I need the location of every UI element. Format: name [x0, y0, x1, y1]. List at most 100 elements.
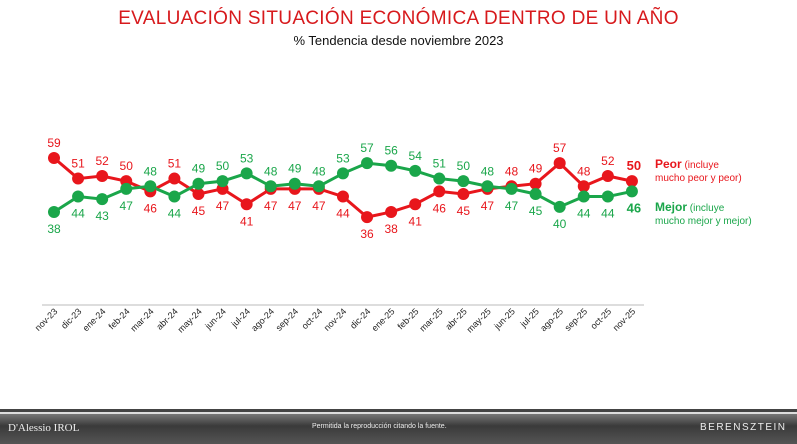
- x-tick-label: mar-24: [128, 306, 155, 333]
- data-label-peor: 47: [216, 199, 230, 213]
- data-label-mejor: 53: [336, 151, 350, 165]
- data-label-mejor: 46: [627, 200, 641, 215]
- x-tick-label: feb-25: [395, 306, 420, 331]
- data-label-peor: 57: [553, 141, 567, 155]
- data-point-peor: [96, 169, 109, 182]
- data-point-mejor: [72, 190, 85, 203]
- line-chart: nov-23 dic-23ene-24feb-24mar-24abr-24may-…: [33, 136, 644, 335]
- data-label-peor: 48: [505, 164, 519, 178]
- data-label-mejor: 50: [457, 159, 471, 173]
- data-point-mejor: [409, 164, 422, 177]
- data-label-mejor: 45: [529, 204, 543, 218]
- data-point-mejor: [192, 177, 205, 190]
- data-label-peor: 45: [192, 204, 206, 218]
- x-tick-label: ene-24: [81, 306, 108, 333]
- data-label-peor: 52: [95, 154, 109, 168]
- data-label-peor: 36: [360, 227, 374, 241]
- legend-mejor: Mejor (incluye mucho mejor y mejor): [655, 201, 752, 228]
- data-label-peor: 46: [144, 201, 158, 215]
- data-point-peor: [168, 172, 181, 185]
- chart-title: EVALUACIÓN SITUACIÓN ECONÓMICA DENTRO DE…: [118, 8, 679, 29]
- data-label-peor: 50: [627, 158, 641, 173]
- x-tick-label: nov-24: [322, 306, 349, 333]
- data-label-mejor: 49: [192, 162, 206, 176]
- data-point-mejor: [577, 190, 590, 203]
- data-point-mejor: [336, 167, 349, 180]
- data-point-peor: [361, 211, 374, 224]
- legend-peor-detail2: mucho peor y peor): [655, 173, 742, 184]
- data-point-peor: [577, 180, 590, 193]
- data-point-mejor: [144, 180, 157, 193]
- data-point-mejor: [385, 159, 398, 172]
- data-label-mejor: 44: [168, 207, 182, 221]
- data-point-mejor: [216, 175, 229, 188]
- data-point-peor: [192, 187, 205, 200]
- data-label-mejor: 48: [312, 164, 326, 178]
- legend-peor-name: Peor: [655, 157, 682, 171]
- data-point-mejor: [120, 182, 133, 195]
- data-label-peor: 49: [529, 162, 543, 176]
- data-label-mejor: 56: [384, 144, 398, 158]
- data-label-peor: 50: [120, 159, 134, 173]
- data-point-mejor: [433, 172, 446, 185]
- data-point-mejor: [312, 180, 325, 193]
- data-label-mejor: 47: [505, 199, 519, 213]
- data-label-peor: 38: [384, 222, 398, 236]
- x-tick-label: oct-24: [300, 306, 325, 331]
- data-label-mejor: 51: [433, 157, 447, 171]
- x-tick-label: nov-23: [33, 306, 60, 333]
- x-tick-label: may-25: [465, 306, 493, 334]
- legend-peor-detail: (incluye: [684, 160, 719, 171]
- data-label-mejor: 47: [120, 199, 134, 213]
- berensztein-logo: BERENSZTEIN: [700, 422, 787, 433]
- data-label-mejor: 48: [144, 164, 158, 178]
- data-point-peor: [529, 177, 542, 190]
- data-point-peor: [553, 157, 566, 170]
- data-point-mejor: [529, 187, 542, 200]
- footer-note: Permitida la reproducción citando la fue…: [312, 423, 447, 430]
- data-point-mejor: [601, 190, 614, 203]
- data-label-peor: 47: [264, 199, 278, 213]
- data-point-mejor: [625, 185, 638, 198]
- data-label-mejor: 49: [288, 162, 302, 176]
- x-tick-label: feb-24: [107, 306, 132, 331]
- data-point-mejor: [264, 180, 277, 193]
- data-label-peor: 41: [240, 214, 254, 228]
- data-point-mejor: [288, 177, 301, 190]
- data-label-peor: 44: [336, 207, 350, 221]
- data-point-peor: [601, 169, 614, 182]
- legend-mejor-name: Mejor: [655, 200, 688, 214]
- legend-mejor-detail2: mucho mejor y mejor): [655, 216, 752, 227]
- data-label-mejor: 44: [71, 207, 85, 221]
- data-point-peor: [336, 190, 349, 203]
- data-point-mejor: [48, 205, 60, 218]
- x-tick-label: sep-24: [274, 306, 301, 333]
- data-label-peor: 46: [433, 201, 447, 215]
- x-tick-label: oct-25: [588, 306, 613, 331]
- data-point-peor: [409, 198, 422, 211]
- data-label-peor: 59: [47, 136, 61, 150]
- x-tick-label: jun-25: [491, 306, 516, 331]
- x-tick-label: jun-24: [202, 306, 227, 331]
- data-label-peor: 45: [457, 204, 471, 218]
- data-point-peor: [457, 187, 470, 200]
- legend-peor: Peor (incluye mucho peor y peor): [655, 158, 742, 185]
- data-label-peor: 48: [577, 164, 591, 178]
- data-point-peor: [433, 185, 446, 198]
- data-point-mejor: [553, 200, 566, 213]
- data-label-mejor: 54: [409, 149, 423, 163]
- footer: D'Alessio IROL Permitida la reproducción…: [0, 412, 797, 444]
- x-tick-label: nov-25: [611, 306, 638, 333]
- data-label-mejor: 57: [360, 141, 374, 155]
- x-tick-label: dic-23: [59, 306, 83, 330]
- data-label-mejor: 48: [481, 164, 495, 178]
- x-tick-label: ago-24: [249, 306, 276, 333]
- data-label-peor: 52: [601, 154, 615, 168]
- x-tick-label: may-24: [176, 306, 204, 334]
- x-tick-label: mar-25: [417, 306, 444, 333]
- legend-mejor-detail: (incluye: [689, 203, 725, 214]
- data-point-mejor: [481, 180, 494, 193]
- data-label-mejor: 53: [240, 151, 254, 165]
- x-tick-label: sep-25: [563, 306, 590, 333]
- data-label-mejor: 38: [47, 222, 61, 236]
